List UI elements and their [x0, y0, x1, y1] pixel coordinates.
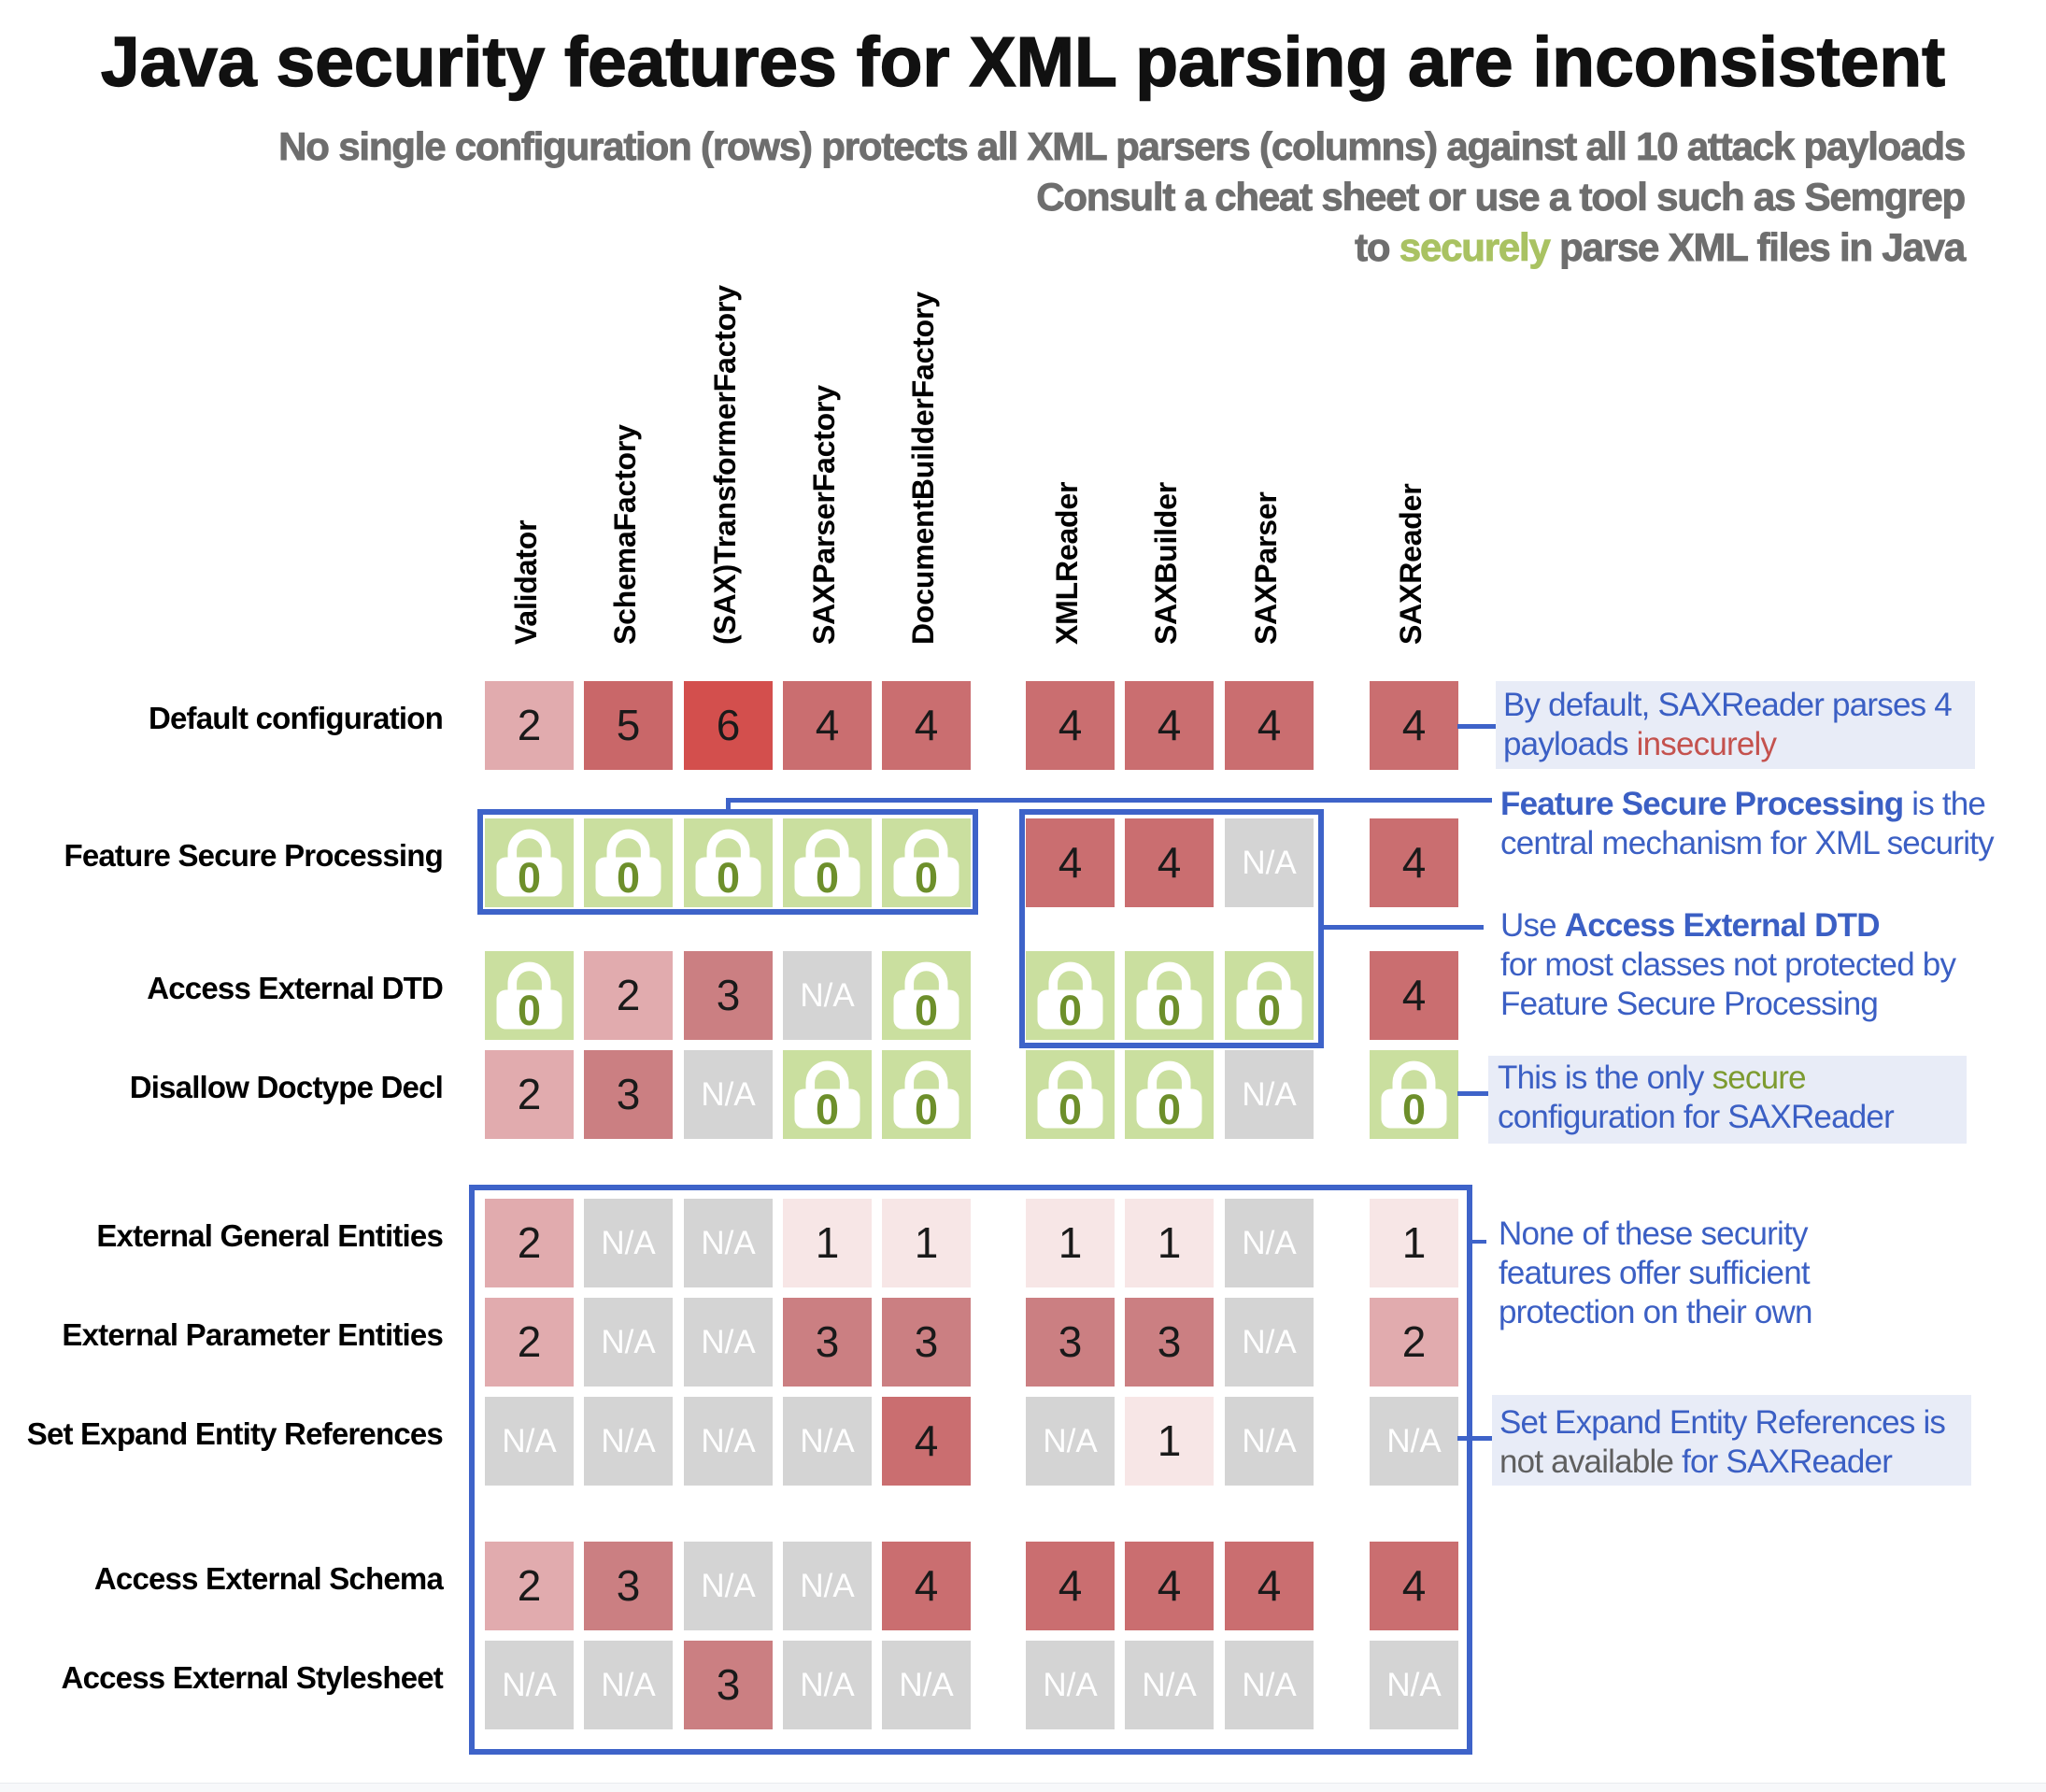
svg-text:0: 0 — [915, 854, 938, 902]
svg-text:0: 0 — [518, 854, 541, 902]
svg-text:0: 0 — [1059, 1086, 1082, 1133]
svg-text:0: 0 — [816, 854, 839, 902]
svg-text:0: 0 — [1158, 987, 1181, 1034]
svg-text:0: 0 — [1257, 987, 1281, 1034]
svg-text:0: 0 — [1402, 1086, 1426, 1133]
svg-text:0: 0 — [617, 854, 640, 902]
svg-text:0: 0 — [816, 1086, 839, 1133]
svg-text:0: 0 — [915, 1086, 938, 1133]
svg-text:0: 0 — [518, 987, 541, 1034]
svg-text:0: 0 — [717, 854, 740, 902]
svg-text:0: 0 — [1158, 1086, 1181, 1133]
svg-text:0: 0 — [915, 987, 938, 1034]
svg-text:0: 0 — [1059, 987, 1082, 1034]
